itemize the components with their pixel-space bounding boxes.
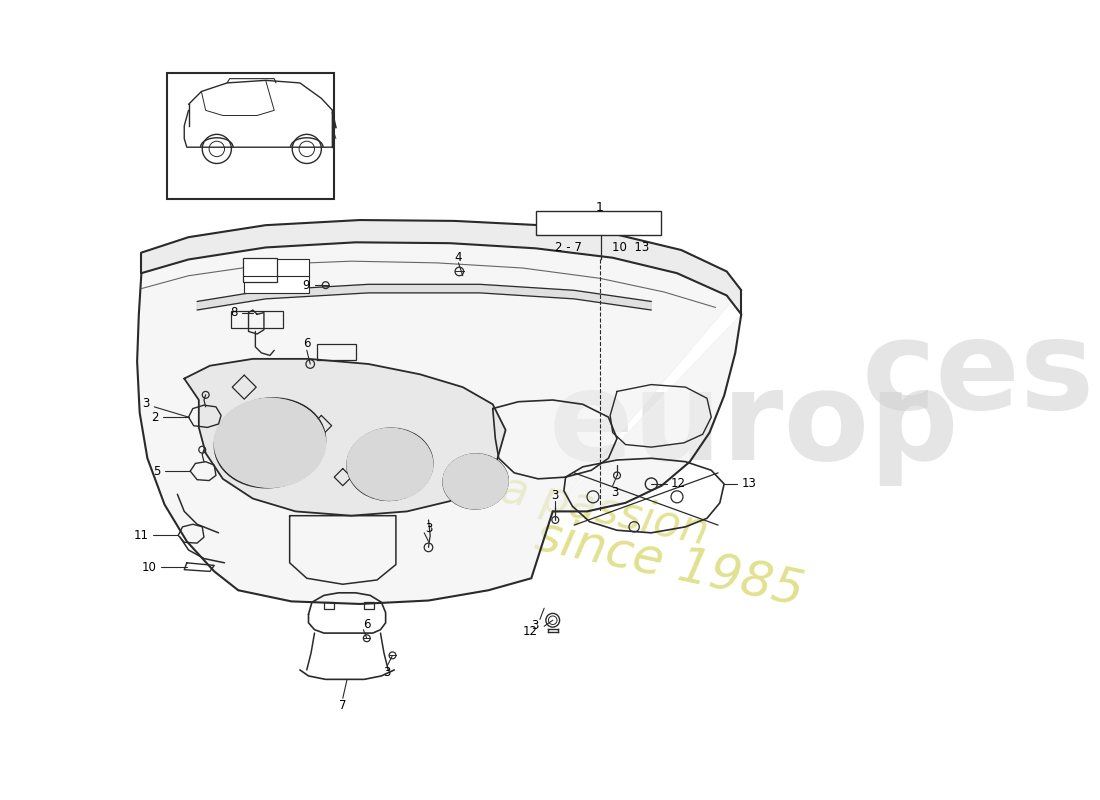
Text: 5: 5 bbox=[153, 465, 161, 478]
Text: 3: 3 bbox=[531, 619, 538, 632]
Text: 3: 3 bbox=[143, 397, 150, 410]
Bar bbox=[231, 311, 283, 328]
Bar bbox=[167, 73, 334, 198]
Text: 10: 10 bbox=[142, 561, 157, 574]
Text: ces: ces bbox=[861, 314, 1094, 434]
Text: 6: 6 bbox=[363, 618, 371, 631]
Text: 3: 3 bbox=[425, 522, 432, 535]
Bar bbox=[244, 258, 308, 293]
Bar bbox=[364, 602, 374, 609]
Text: 2 - 7: 2 - 7 bbox=[556, 241, 582, 254]
Text: 8: 8 bbox=[230, 306, 238, 319]
Text: 3: 3 bbox=[384, 666, 390, 679]
Polygon shape bbox=[214, 398, 326, 487]
Polygon shape bbox=[138, 220, 741, 604]
Text: europ: europ bbox=[549, 366, 959, 486]
Text: 12: 12 bbox=[671, 478, 686, 490]
Bar bbox=[317, 344, 355, 360]
Text: 1: 1 bbox=[596, 201, 604, 214]
Text: 4: 4 bbox=[454, 251, 462, 264]
Text: 12: 12 bbox=[524, 625, 538, 638]
Bar bbox=[323, 602, 334, 609]
Text: 3: 3 bbox=[612, 486, 619, 499]
Polygon shape bbox=[443, 454, 508, 509]
Text: 6: 6 bbox=[302, 337, 310, 350]
Text: a passion: a passion bbox=[497, 469, 713, 554]
Polygon shape bbox=[184, 359, 506, 516]
Bar bbox=[242, 258, 277, 282]
Text: 2: 2 bbox=[151, 410, 158, 424]
Polygon shape bbox=[348, 428, 432, 500]
Text: 11: 11 bbox=[133, 529, 148, 542]
Polygon shape bbox=[197, 284, 651, 310]
Text: 13: 13 bbox=[741, 478, 756, 490]
Polygon shape bbox=[142, 220, 741, 314]
Text: 10  13: 10 13 bbox=[612, 241, 649, 254]
Text: 7: 7 bbox=[339, 698, 346, 711]
Text: since 1985: since 1985 bbox=[531, 511, 808, 614]
Bar bbox=[537, 211, 661, 235]
Text: 3: 3 bbox=[551, 490, 559, 502]
Text: 9: 9 bbox=[302, 278, 310, 292]
